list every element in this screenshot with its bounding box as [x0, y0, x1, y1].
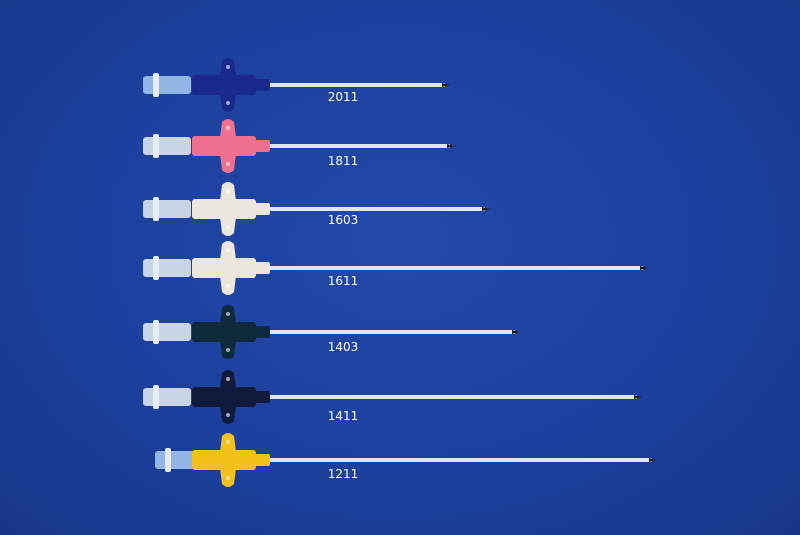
hub-body — [192, 450, 256, 470]
hub-nose — [254, 79, 270, 91]
hub-wings — [220, 370, 236, 424]
wing-hole — [226, 413, 230, 417]
needle — [270, 266, 643, 270]
wing-hole — [226, 101, 230, 105]
needle — [270, 395, 637, 399]
catheter-label: 1603 — [327, 213, 359, 227]
catheter-label: 1211 — [327, 467, 359, 481]
hub-body — [192, 199, 256, 219]
connector-ring — [165, 448, 171, 472]
wing-hole — [226, 440, 230, 444]
hub-body — [192, 258, 256, 278]
catheter-label: 1403 — [327, 340, 359, 354]
wing-hole — [226, 65, 230, 69]
hub-nose — [254, 140, 270, 152]
catheter-label: 1411 — [327, 409, 359, 423]
wing-hole — [226, 377, 230, 381]
hub-wings — [220, 433, 236, 487]
hub-body — [192, 322, 256, 342]
hub-wings — [220, 119, 236, 173]
needle — [270, 330, 515, 334]
wing-hole — [226, 476, 230, 480]
hub-body — [192, 387, 256, 407]
hub-nose — [254, 391, 270, 403]
wing-hole — [226, 248, 230, 252]
needle — [270, 458, 652, 462]
wing-hole — [226, 126, 230, 130]
connector — [143, 323, 191, 341]
needle — [270, 207, 485, 211]
catheter-label: 1811 — [327, 154, 359, 168]
connector — [143, 200, 191, 218]
hub-nose — [254, 454, 270, 466]
needle-tip — [649, 458, 657, 462]
hub-body — [192, 75, 256, 95]
wing-hole — [226, 189, 230, 193]
connector-ring — [153, 320, 159, 344]
connector-ring — [153, 197, 159, 221]
connector — [143, 259, 191, 277]
connector — [143, 76, 191, 94]
connector-ring — [153, 256, 159, 280]
connector — [143, 137, 191, 155]
hub-wings — [220, 305, 236, 359]
hub-nose — [254, 326, 270, 338]
needle — [270, 144, 450, 148]
needle-tip — [447, 144, 455, 148]
hub-nose — [254, 262, 270, 274]
needle-tip — [482, 207, 490, 211]
wing-hole — [226, 284, 230, 288]
needle-tip — [634, 395, 642, 399]
connector — [143, 388, 191, 406]
connector-ring — [153, 385, 159, 409]
hub-wings — [220, 182, 236, 236]
catheter-label: 2011 — [327, 90, 359, 104]
needle-tip — [442, 83, 450, 87]
needle-tip — [512, 330, 520, 334]
wing-hole — [226, 348, 230, 352]
hub-body — [192, 136, 256, 156]
hub-wings — [220, 241, 236, 295]
wing-hole — [226, 162, 230, 166]
hub-nose — [254, 203, 270, 215]
wing-hole — [226, 225, 230, 229]
needle-tip — [640, 266, 648, 270]
wing-hole — [226, 312, 230, 316]
needle — [270, 83, 445, 87]
hub-wings — [220, 58, 236, 112]
catheter-label: 1611 — [327, 274, 359, 288]
connector-ring — [153, 73, 159, 97]
connector-ring — [153, 134, 159, 158]
